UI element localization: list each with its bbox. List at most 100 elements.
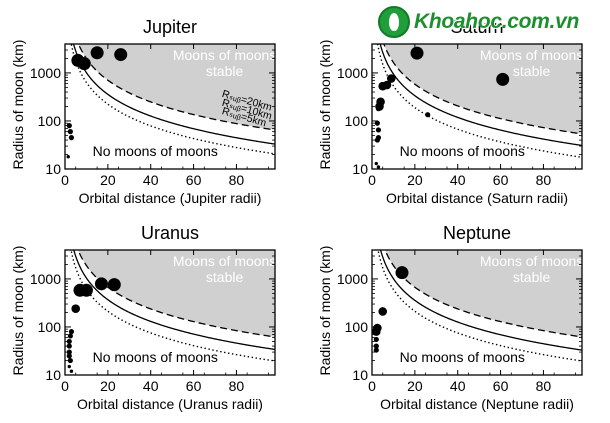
chart-title: Neptune — [443, 223, 511, 243]
y-axis-label: Radius of moon (km) — [317, 246, 333, 376]
moon-point — [425, 112, 431, 118]
y-tick-label: 1000 — [337, 65, 368, 81]
moon-point — [66, 338, 72, 345]
y-tick-label: 10 — [45, 367, 61, 383]
moon-point — [66, 155, 70, 159]
moon-point — [395, 266, 409, 280]
moon-point — [66, 123, 72, 129]
y-axis-label: Radius of moon (km) — [10, 40, 26, 170]
stability-curve-5km — [377, 250, 582, 362]
moon-point — [67, 364, 71, 369]
moon-point — [107, 278, 121, 292]
moon-point — [66, 343, 72, 349]
stable-region — [78, 250, 275, 337]
moon-point — [375, 106, 382, 112]
moon-point — [77, 57, 91, 71]
watermark: Khoahoc.com.vn — [378, 2, 608, 42]
stable-label: stable — [206, 63, 244, 79]
moon-point — [386, 74, 396, 83]
moon-point — [410, 46, 424, 60]
moon-point — [374, 120, 380, 126]
moon-point — [378, 81, 388, 91]
chart-title: Uranus — [141, 223, 199, 243]
moon-point — [67, 129, 73, 135]
moon-point — [376, 165, 381, 169]
stable-label: stable — [206, 269, 244, 285]
plot-area — [66, 250, 275, 373]
y-tick-label: 10 — [45, 161, 61, 177]
stability-curve-20km — [77, 44, 275, 131]
moon-point — [71, 304, 81, 314]
x-axis-label: Orbital distance (Uranus radii) — [77, 396, 263, 412]
stable-label: Moons of moons — [480, 253, 584, 269]
moon-point — [373, 343, 379, 349]
stable-label: Moons of moons — [173, 47, 277, 63]
y-tick-label: 100 — [345, 319, 369, 335]
moon-point — [378, 307, 388, 316]
y-tick-label: 100 — [38, 113, 62, 129]
y-tick-label: 1000 — [30, 65, 61, 81]
moon-point — [90, 46, 104, 60]
plot-area — [66, 44, 275, 159]
plot-area — [372, 250, 582, 362]
stability-curve-10km — [73, 250, 275, 351]
x-tick-label: 40 — [450, 378, 466, 394]
moon-point — [375, 127, 382, 133]
x-tick-label: 20 — [100, 378, 116, 394]
x-tick-label: 20 — [407, 172, 423, 188]
x-axis-label: Orbital distance (Jupiter radii) — [79, 190, 262, 206]
moon-point — [374, 137, 380, 143]
x-tick-label: 0 — [368, 172, 376, 188]
stable-label: stable — [513, 63, 551, 79]
x-tick-label: 0 — [61, 172, 69, 188]
y-tick-label: 10 — [352, 161, 368, 177]
moon-point — [66, 349, 72, 355]
moon-point — [496, 72, 510, 86]
moon-point — [68, 135, 75, 141]
x-tick-label: 60 — [493, 172, 509, 188]
x-tick-label: 60 — [493, 378, 509, 394]
unstable-label: No moons of moons — [400, 143, 525, 159]
moon-point — [67, 357, 73, 364]
x-tick-label: 80 — [536, 172, 552, 188]
x-tick-label: 80 — [229, 378, 245, 394]
stability-curve-5km — [376, 44, 582, 159]
y-axis-label: Radius of moon (km) — [10, 246, 26, 376]
stability-curve-10km — [72, 44, 275, 145]
moon-point — [114, 48, 128, 62]
x-tick-label: 20 — [100, 172, 116, 188]
leaf-logo-icon — [378, 6, 410, 38]
stable-region — [383, 44, 582, 134]
x-tick-label: 60 — [186, 378, 202, 394]
x-tick-label: 40 — [450, 172, 466, 188]
watermark-text: Khoahoc.com.vn — [414, 10, 579, 33]
stability-curve-5km — [70, 44, 275, 155]
stability-curve-10km — [379, 250, 582, 351]
stable-region — [78, 44, 275, 130]
stable-label: stable — [513, 269, 551, 285]
y-tick-label: 100 — [345, 113, 369, 129]
y-axis-label: Radius of moon (km) — [317, 40, 333, 170]
chart-title: Jupiter — [143, 17, 197, 37]
x-tick-label: 80 — [536, 378, 552, 394]
moon-point — [374, 161, 378, 166]
x-tick-label: 40 — [143, 172, 159, 188]
moon-point — [373, 336, 379, 343]
stability-curve-20km — [383, 44, 582, 135]
x-tick-label: 60 — [186, 172, 202, 188]
x-tick-label: 80 — [229, 172, 245, 188]
unstable-label: No moons of moons — [400, 349, 525, 365]
unstable-label: No moons of moons — [93, 143, 218, 159]
x-axis-label: Orbital distance (Saturn radii) — [386, 190, 568, 206]
moon-point — [373, 347, 379, 353]
y-tick-label: 100 — [38, 319, 62, 335]
x-tick-label: 0 — [368, 378, 376, 394]
x-tick-label: 40 — [143, 378, 159, 394]
unstable-label: No moons of moons — [93, 349, 218, 365]
moon-point — [67, 333, 73, 339]
